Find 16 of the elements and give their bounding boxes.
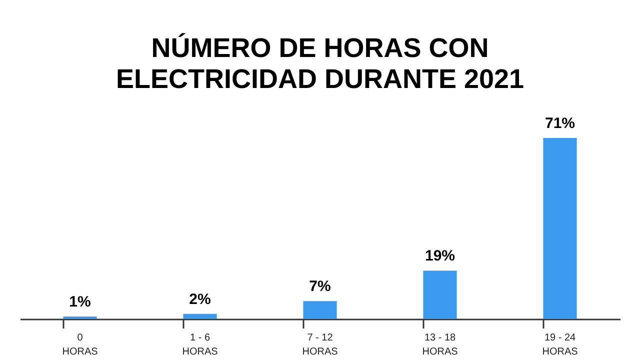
chart-title: NÚMERO DE HORAS CON ELECTRICIDAD DURANTE 2021 bbox=[116, 33, 524, 94]
bar bbox=[63, 316, 97, 319]
bar bbox=[543, 138, 577, 319]
x-tick-label: 0 HORAS bbox=[62, 332, 98, 358]
data-label: 2% bbox=[189, 290, 211, 308]
bar bbox=[423, 270, 457, 319]
x-tick-label: 19 - 24 HORAS bbox=[542, 332, 578, 358]
data-label: 71% bbox=[544, 115, 576, 132]
x-tick-label: 13 - 18 HORAS bbox=[422, 332, 458, 358]
x-tick-label: 1 - 6 HORAS bbox=[182, 332, 218, 358]
data-label: 1% bbox=[69, 293, 91, 310]
data-label: 19% bbox=[424, 248, 456, 265]
x-tick-label: 7 - 12 HORAS bbox=[302, 332, 338, 358]
data-label: 7% bbox=[309, 278, 331, 296]
bar bbox=[303, 301, 337, 319]
bar bbox=[183, 314, 217, 319]
